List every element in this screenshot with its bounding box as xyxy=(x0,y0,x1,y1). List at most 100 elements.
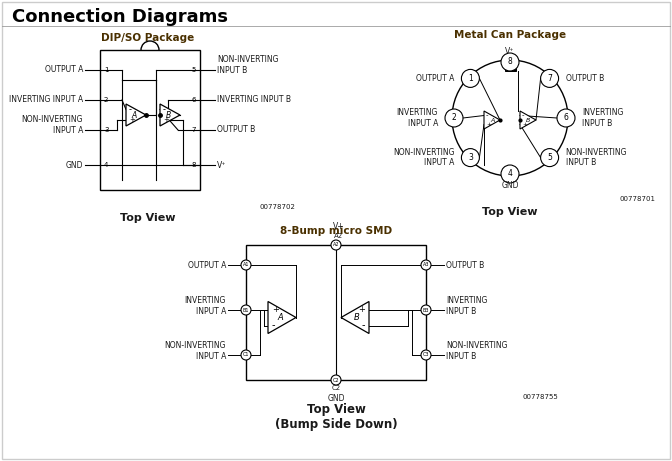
Text: INVERTING INPUT A: INVERTING INPUT A xyxy=(9,95,83,105)
Text: +: + xyxy=(486,122,491,127)
Text: 2: 2 xyxy=(104,97,108,103)
Text: INVERTING
INPUT B: INVERTING INPUT B xyxy=(446,296,487,316)
Text: B: B xyxy=(526,118,530,123)
Text: A2: A2 xyxy=(335,233,343,239)
Text: +: + xyxy=(272,305,279,314)
Text: NON-INVERTING
INPUT B: NON-INVERTING INPUT B xyxy=(217,55,278,75)
Text: A: A xyxy=(131,111,136,119)
Polygon shape xyxy=(484,111,500,129)
Text: C2: C2 xyxy=(331,385,341,391)
Text: -: - xyxy=(522,112,525,118)
Text: V⁺: V⁺ xyxy=(217,160,226,170)
Text: C2: C2 xyxy=(333,378,339,383)
Text: NON-INVERTING
INPUT A: NON-INVERTING INPUT A xyxy=(165,341,226,361)
Text: +: + xyxy=(358,305,365,314)
Text: B: B xyxy=(165,111,171,119)
Text: GND: GND xyxy=(327,394,345,403)
Text: 8: 8 xyxy=(507,58,512,66)
Text: INVERTING
INPUT A: INVERTING INPUT A xyxy=(185,296,226,316)
Text: 6: 6 xyxy=(564,113,569,123)
Text: C1: C1 xyxy=(243,353,249,357)
Text: -: - xyxy=(486,112,489,118)
Bar xyxy=(246,245,426,380)
Text: OUTPUT A: OUTPUT A xyxy=(187,260,226,270)
Text: -: - xyxy=(362,320,365,331)
Text: INVERTING INPUT B: INVERTING INPUT B xyxy=(217,95,291,105)
Text: +: + xyxy=(522,122,528,127)
Text: 00778755: 00778755 xyxy=(522,394,558,400)
Circle shape xyxy=(462,148,479,166)
Text: NON-INVERTING
INPUT A: NON-INVERTING INPUT A xyxy=(393,148,454,167)
Circle shape xyxy=(557,109,575,127)
Text: A2: A2 xyxy=(333,242,339,248)
Circle shape xyxy=(501,53,519,71)
Text: 8: 8 xyxy=(192,162,196,168)
Text: 6: 6 xyxy=(192,97,196,103)
Text: +: + xyxy=(163,118,169,124)
Text: 4: 4 xyxy=(507,170,513,178)
Text: NON-INVERTING
INPUT A: NON-INVERTING INPUT A xyxy=(22,115,83,135)
Text: OUTPUT B: OUTPUT B xyxy=(566,74,604,83)
Circle shape xyxy=(501,165,519,183)
Text: 3: 3 xyxy=(104,127,108,133)
Text: A1: A1 xyxy=(243,262,249,267)
Text: 1: 1 xyxy=(468,74,473,83)
Text: OUTPUT B: OUTPUT B xyxy=(446,260,485,270)
Circle shape xyxy=(445,109,463,127)
Text: NON-INVERTING
INPUT B: NON-INVERTING INPUT B xyxy=(446,341,507,361)
Text: A: A xyxy=(277,313,283,322)
Polygon shape xyxy=(160,104,180,126)
Circle shape xyxy=(241,350,251,360)
Circle shape xyxy=(421,260,431,270)
Polygon shape xyxy=(520,111,536,129)
Text: B3: B3 xyxy=(423,307,429,313)
Text: OUTPUT A: OUTPUT A xyxy=(416,74,454,83)
Text: INVERTING
INPUT A: INVERTING INPUT A xyxy=(396,108,438,128)
Text: 4: 4 xyxy=(104,162,108,168)
Text: GND: GND xyxy=(501,182,519,190)
Text: 7: 7 xyxy=(192,127,196,133)
Text: OUTPUT B: OUTPUT B xyxy=(217,125,255,135)
Text: 1: 1 xyxy=(104,67,108,73)
Text: V⁺: V⁺ xyxy=(505,47,515,56)
Circle shape xyxy=(421,350,431,360)
Text: Metal Can Package: Metal Can Package xyxy=(454,30,566,40)
Text: -: - xyxy=(163,105,166,114)
Text: DIP/SO Package: DIP/SO Package xyxy=(101,33,195,43)
Bar xyxy=(505,60,515,71)
Circle shape xyxy=(540,148,558,166)
Text: 5: 5 xyxy=(192,67,196,73)
Text: -: - xyxy=(272,320,276,331)
Text: B: B xyxy=(354,313,360,322)
Text: 5: 5 xyxy=(547,153,552,162)
Text: OUTPUT A: OUTPUT A xyxy=(44,65,83,75)
Circle shape xyxy=(241,260,251,270)
Polygon shape xyxy=(126,104,146,126)
Text: C3: C3 xyxy=(423,353,429,357)
Circle shape xyxy=(421,305,431,315)
Bar xyxy=(100,50,200,190)
Text: 3: 3 xyxy=(468,153,473,162)
Text: Connection Diagrams: Connection Diagrams xyxy=(12,8,228,26)
Text: 8-Bump micro SMD: 8-Bump micro SMD xyxy=(280,226,392,236)
Text: NON-INVERTING
INPUT B: NON-INVERTING INPUT B xyxy=(566,148,627,167)
Circle shape xyxy=(462,70,479,88)
Text: V+: V+ xyxy=(333,222,345,231)
Text: -: - xyxy=(129,105,132,114)
Circle shape xyxy=(331,375,341,385)
Polygon shape xyxy=(268,301,296,333)
Text: B1: B1 xyxy=(243,307,249,313)
Text: Top View: Top View xyxy=(482,207,538,217)
Circle shape xyxy=(540,70,558,88)
Text: Top View: Top View xyxy=(306,403,366,416)
Text: A3: A3 xyxy=(423,262,429,267)
Text: 00778702: 00778702 xyxy=(259,204,295,210)
Circle shape xyxy=(241,305,251,315)
Text: Top View: Top View xyxy=(120,213,176,223)
Text: 00778701: 00778701 xyxy=(619,196,655,202)
Circle shape xyxy=(331,240,341,250)
Polygon shape xyxy=(341,301,369,333)
Text: 7: 7 xyxy=(547,74,552,83)
Text: GND: GND xyxy=(65,160,83,170)
Text: +: + xyxy=(129,118,135,124)
